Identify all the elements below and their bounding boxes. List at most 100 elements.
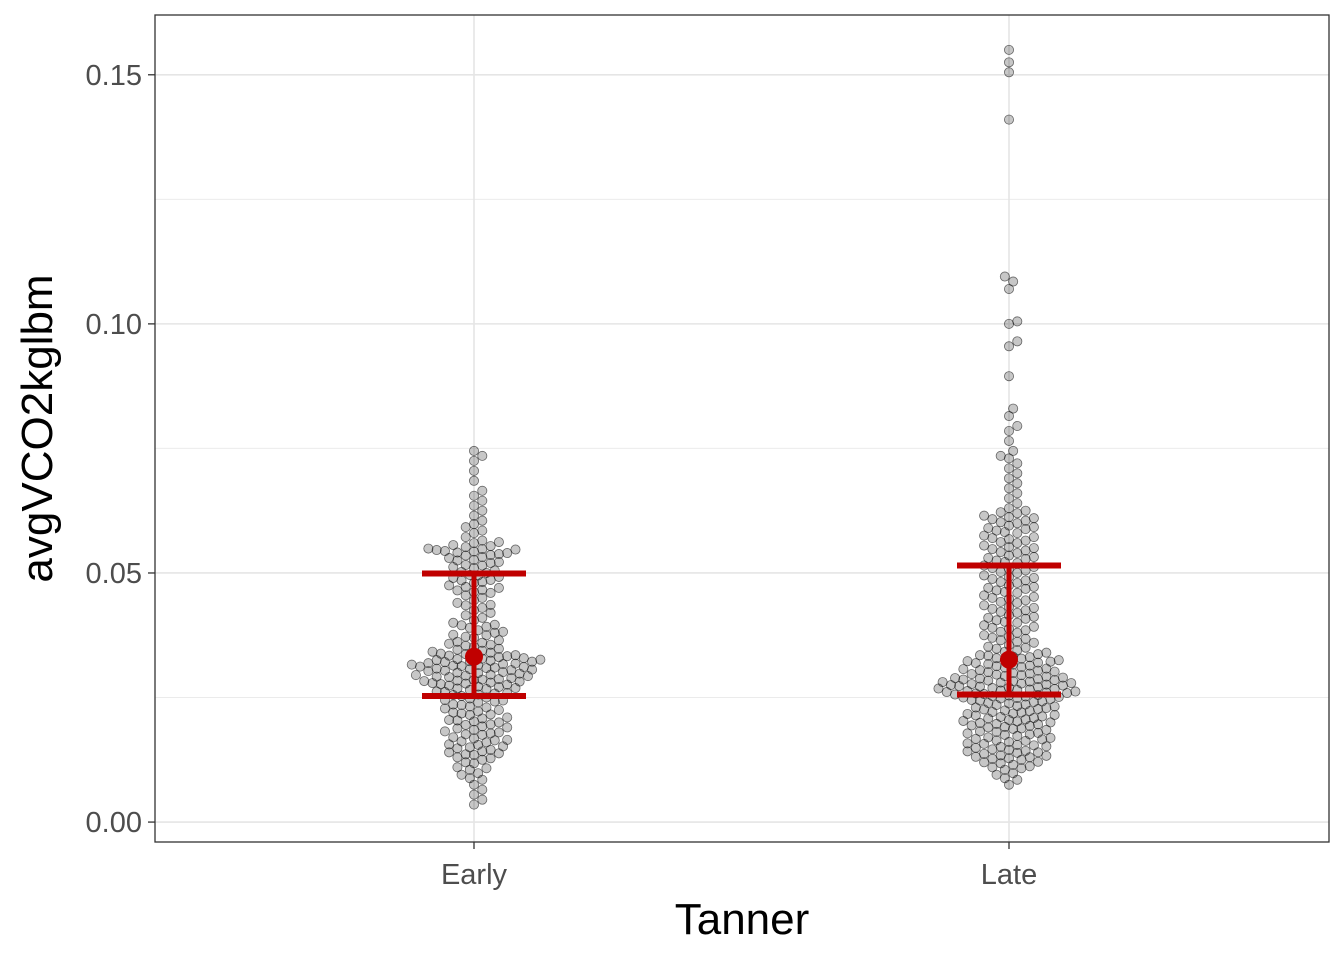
x-tick-label: Early — [441, 859, 508, 891]
data-point — [477, 505, 488, 516]
data-point — [962, 738, 973, 749]
data-point — [1020, 633, 1031, 644]
data-point — [452, 675, 463, 686]
y-tick-label: 0.10 — [86, 309, 142, 341]
data-point — [448, 699, 459, 710]
data-point — [468, 758, 479, 769]
data-point — [452, 597, 463, 608]
data-point — [477, 560, 488, 571]
data-point — [444, 680, 455, 691]
y-tick-label: 0.15 — [86, 60, 142, 92]
data-point — [452, 723, 463, 734]
data-point — [1028, 552, 1039, 563]
data-point — [1041, 647, 1052, 658]
data-point — [460, 532, 471, 543]
data-point — [464, 709, 475, 720]
data-point — [439, 726, 450, 737]
data-point — [477, 535, 488, 546]
data-point — [1012, 421, 1023, 432]
data-point — [477, 515, 488, 526]
data-point — [485, 655, 496, 666]
data-point — [1028, 532, 1039, 543]
data-point — [1012, 538, 1023, 549]
data-point — [481, 702, 492, 713]
data-point — [468, 555, 479, 566]
data-point — [444, 580, 455, 591]
data-point — [473, 768, 484, 779]
data-point — [1004, 341, 1015, 352]
data-point — [498, 626, 509, 637]
data-point — [1049, 675, 1060, 686]
data-point — [460, 757, 471, 768]
data-point — [962, 746, 973, 757]
data-point — [1020, 595, 1031, 606]
summary-errorbars — [422, 562, 1061, 700]
data-point — [995, 507, 1006, 518]
data-point — [468, 789, 479, 800]
data-point — [1028, 621, 1039, 632]
data-point — [468, 475, 479, 486]
data-point — [1016, 670, 1027, 681]
data-point — [406, 659, 417, 670]
data-point — [991, 653, 1002, 664]
data-point — [983, 582, 994, 593]
data-point — [1028, 543, 1039, 554]
data-point — [1033, 665, 1044, 676]
data-point — [477, 450, 488, 461]
data-point — [502, 722, 513, 733]
data-point — [468, 500, 479, 511]
data-point — [1020, 575, 1031, 586]
data-point — [1053, 655, 1064, 666]
data-point — [1012, 567, 1023, 578]
data-point — [502, 651, 513, 662]
data-point — [995, 750, 1006, 761]
data-point — [518, 653, 529, 664]
data-point — [444, 714, 455, 725]
axis-ticks: 0.00 0.05 0.10 0.15 Early Late — [86, 60, 1038, 891]
data-point — [1004, 435, 1015, 446]
data-point — [983, 675, 994, 686]
data-point — [970, 658, 981, 669]
data-point — [1049, 701, 1060, 712]
data-point — [1028, 591, 1039, 602]
data-point — [1028, 602, 1039, 613]
data-point — [987, 753, 998, 764]
data-point — [439, 546, 450, 557]
data-point — [468, 749, 479, 760]
data-point — [485, 753, 496, 764]
data-point — [983, 523, 994, 534]
data-point — [493, 549, 504, 560]
data-point — [464, 701, 475, 712]
data-point — [1041, 724, 1052, 735]
data-point — [987, 632, 998, 643]
data-point — [485, 599, 496, 610]
data-point — [431, 545, 442, 556]
data-point — [493, 557, 504, 568]
data-point — [452, 585, 463, 596]
data-point — [510, 658, 521, 669]
data-point — [1004, 542, 1015, 553]
data-point — [460, 719, 471, 730]
data-point — [983, 659, 994, 670]
data-point — [460, 560, 471, 571]
data-point — [991, 643, 1002, 654]
data-point — [485, 541, 496, 552]
data-point — [468, 490, 479, 501]
data-point — [983, 732, 994, 743]
gridlines — [155, 15, 1329, 842]
data-point — [974, 650, 985, 661]
data-point — [452, 547, 463, 558]
data-point — [415, 661, 426, 672]
data-point — [1020, 605, 1031, 616]
data-point — [464, 742, 475, 753]
data-point — [1004, 67, 1015, 78]
data-point — [431, 671, 442, 682]
x-tick-label: Late — [981, 859, 1037, 891]
data-point — [410, 670, 421, 681]
data-point — [452, 644, 463, 655]
data-point — [1016, 653, 1027, 664]
data-point — [456, 620, 467, 631]
data-point — [1057, 672, 1068, 683]
data-point — [970, 742, 981, 753]
data-point — [983, 641, 994, 652]
